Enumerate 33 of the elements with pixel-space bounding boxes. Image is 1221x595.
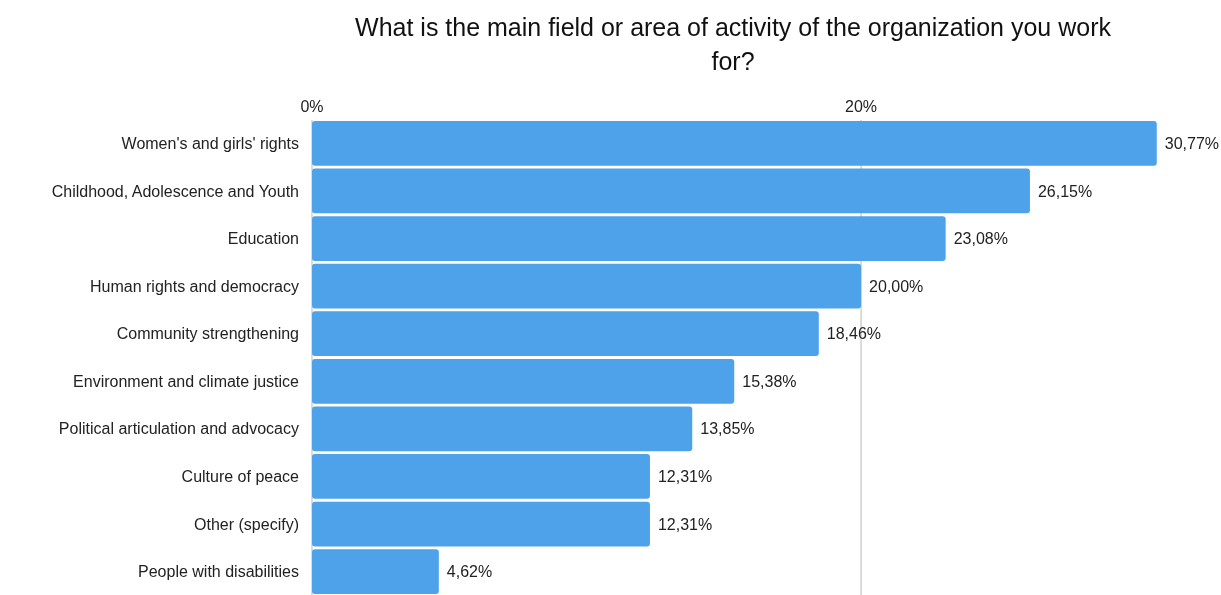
bar	[312, 216, 946, 261]
bar	[312, 120, 1157, 166]
y-tick-label: Other (specify)	[194, 515, 299, 533]
x-tick-label: 0%	[300, 98, 324, 115]
data-label: 18,46%	[826, 325, 882, 343]
data-label: 4,62%	[446, 563, 493, 581]
y-tick-label: Political articulation and advocacy	[58, 420, 299, 438]
bar	[312, 358, 735, 404]
bar	[312, 501, 650, 547]
chart-title: What is the main field or area of activity of the organization you work for?	[355, 13, 1112, 75]
bar	[312, 263, 862, 309]
bar	[312, 549, 439, 595]
y-tick-label: Education	[227, 230, 299, 248]
y-tick-label: Culture of peace	[181, 468, 300, 486]
data-label: 12,31%	[657, 468, 713, 486]
y-tick-label: Environment and climate justice	[73, 372, 300, 390]
bar	[312, 168, 1030, 214]
bar	[312, 406, 693, 452]
data-label: 26,15%	[1037, 182, 1093, 200]
y-tick-label: Human rights and democracy	[90, 277, 299, 295]
data-label: 20,00%	[869, 277, 924, 295]
data-label: 23,08%	[953, 230, 1008, 248]
bar	[312, 311, 819, 357]
data-label: 13,85%	[700, 420, 755, 438]
bar	[312, 454, 650, 499]
data-label: 15,38%	[742, 372, 797, 390]
y-tick-label: Women's and girls' rights	[121, 134, 299, 152]
x-tick-label: 20%	[845, 98, 878, 115]
y-tick-label: Community strengthening	[116, 325, 299, 343]
y-tick-label: Childhood, Adolescence and Youth	[51, 182, 299, 200]
y-tick-label: People with disabilities	[138, 563, 299, 581]
data-label: 12,31%	[657, 515, 713, 533]
data-label: 30,77%	[1164, 134, 1220, 152]
